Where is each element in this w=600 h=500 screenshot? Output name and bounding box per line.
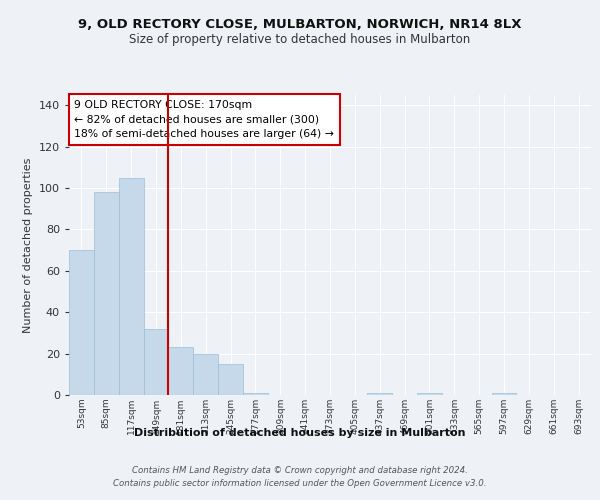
Bar — [119, 178, 143, 395]
Bar — [243, 393, 268, 395]
Bar — [169, 348, 193, 395]
Bar — [491, 393, 517, 395]
Bar — [193, 354, 218, 395]
Bar — [143, 329, 169, 395]
Bar — [94, 192, 119, 395]
Text: Contains HM Land Registry data © Crown copyright and database right 2024.
Contai: Contains HM Land Registry data © Crown c… — [113, 466, 487, 487]
Text: Distribution of detached houses by size in Mulbarton: Distribution of detached houses by size … — [134, 428, 466, 438]
Text: 9, OLD RECTORY CLOSE, MULBARTON, NORWICH, NR14 8LX: 9, OLD RECTORY CLOSE, MULBARTON, NORWICH… — [78, 18, 522, 30]
Bar — [218, 364, 243, 395]
Bar — [367, 393, 392, 395]
Text: 9 OLD RECTORY CLOSE: 170sqm
← 82% of detached houses are smaller (300)
18% of se: 9 OLD RECTORY CLOSE: 170sqm ← 82% of det… — [74, 100, 334, 139]
Text: Size of property relative to detached houses in Mulbarton: Size of property relative to detached ho… — [130, 32, 470, 46]
Y-axis label: Number of detached properties: Number of detached properties — [23, 158, 33, 332]
Bar — [417, 393, 442, 395]
Bar — [69, 250, 94, 395]
